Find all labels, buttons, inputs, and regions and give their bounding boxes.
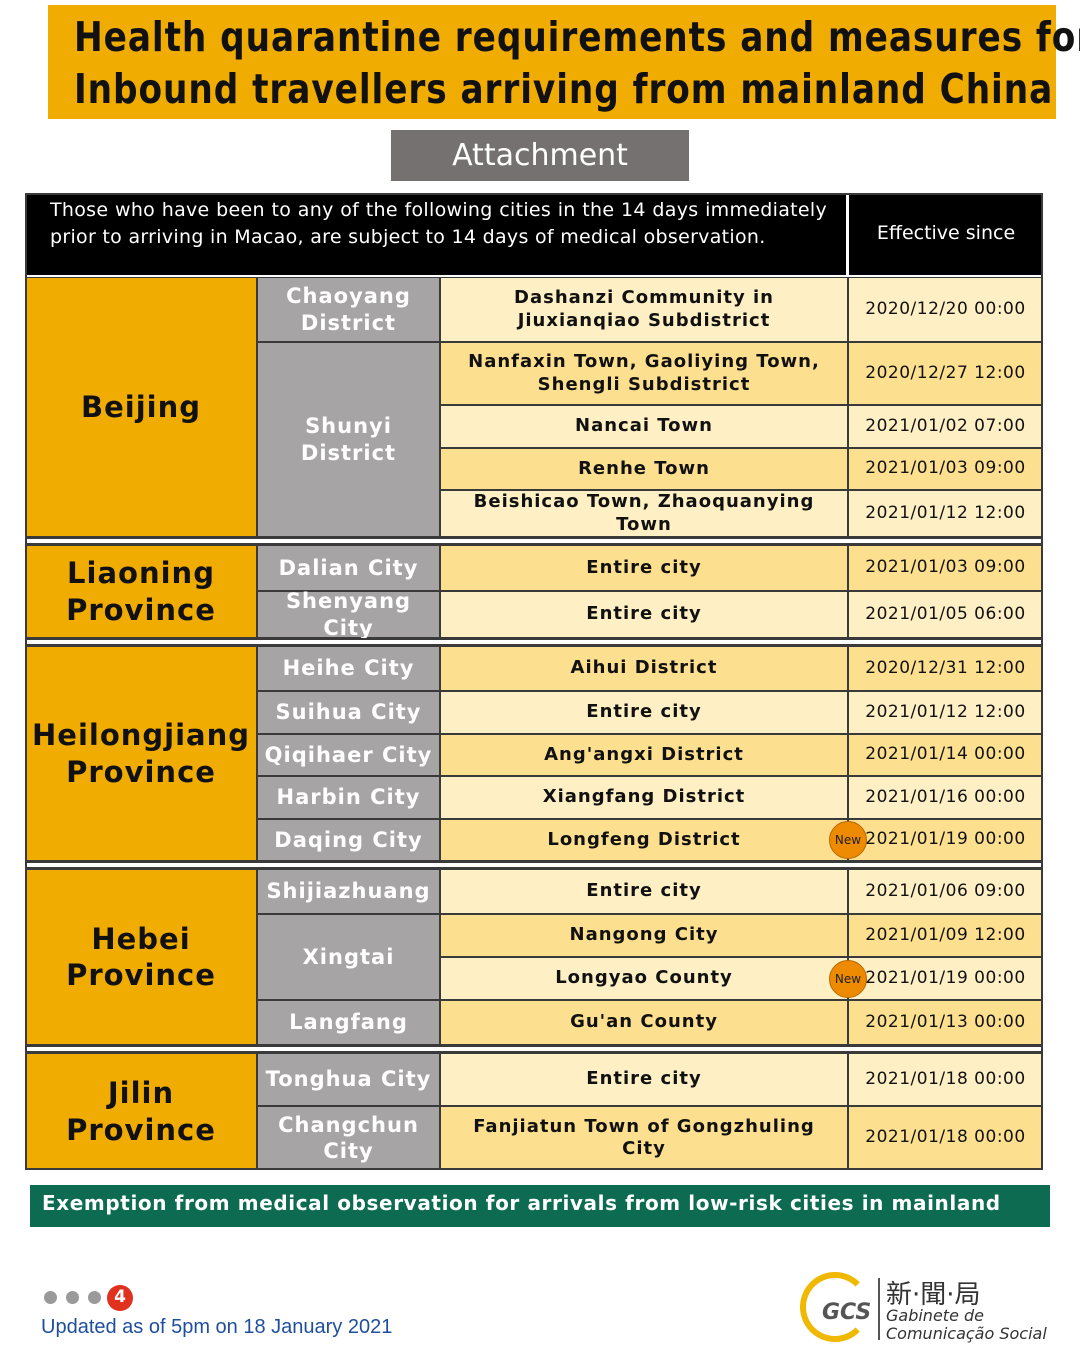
district-cell: Harbin City xyxy=(257,776,440,819)
page-dot xyxy=(44,1291,57,1304)
area-cell: Xiangfang District xyxy=(440,776,848,819)
area-cell: Beishicao Town, Zhaoquanying Town xyxy=(440,490,848,537)
area-cell: Entire city xyxy=(440,591,848,638)
since-cell: 2021/01/06 09:00 xyxy=(848,869,1043,914)
district-cell: Qiqihaer City xyxy=(257,734,440,776)
province-cell: Liaoning Province xyxy=(25,545,257,638)
district-cell: Heihe City xyxy=(257,646,440,691)
area-cell: Dashanzi Community in Jiuxianqiao Subdis… xyxy=(440,277,848,342)
area-cell: Renhe Town xyxy=(440,448,848,490)
district-cell: Shijiazhuang xyxy=(257,869,440,914)
logo-chinese: 新·聞·局 xyxy=(886,1280,981,1310)
area-cell: Nanfaxin Town, Gaoliying Town, Shengli S… xyxy=(440,342,848,405)
logo-mark: GCS xyxy=(822,1300,872,1325)
table-header-bg xyxy=(25,193,1043,275)
page-number: 4 xyxy=(107,1285,133,1311)
province-cell: Jilin Province xyxy=(25,1053,257,1170)
group-gap xyxy=(25,861,1043,869)
since-cell: 2021/01/16 00:00 xyxy=(848,776,1043,819)
district-cell: Tonghua City xyxy=(257,1053,440,1106)
title-banner: Health quarantine requirements and measu… xyxy=(48,5,1080,119)
area-cell: Longfeng District xyxy=(440,819,848,861)
area-cell: Entire city xyxy=(440,1053,848,1106)
district-cell: Shenyang City xyxy=(257,589,440,640)
exemption-banner: Exemption from medical observation for a… xyxy=(30,1185,1050,1251)
area-cell: Longyao County xyxy=(440,957,848,1000)
area-cell: Entire city xyxy=(440,691,848,734)
since-cell: 2021/01/19 00:00 xyxy=(848,819,1043,861)
district-cell: Xingtai xyxy=(257,914,440,1000)
since-cell: 2020/12/20 00:00 xyxy=(848,277,1043,342)
since-cell: 2021/01/19 00:00 xyxy=(848,957,1043,1000)
logo-divider xyxy=(878,1278,880,1340)
area-cell: Entire city xyxy=(440,545,848,591)
since-cell: 2021/01/12 12:00 xyxy=(848,691,1043,734)
since-cell: 2021/01/18 00:00 xyxy=(848,1053,1043,1106)
area-cell: Gu'an County xyxy=(440,1000,848,1045)
province-cell: Heilongjiang Province xyxy=(25,646,257,861)
group-gap xyxy=(25,537,1043,545)
district-cell: Changchun City xyxy=(257,1106,440,1170)
area-cell: Aihui District xyxy=(440,646,848,691)
area-cell: Nangong City xyxy=(440,914,848,957)
group-gap xyxy=(25,638,1043,646)
district-cell: Shunyi District xyxy=(257,342,440,537)
description: Those who have been to any of the follow… xyxy=(50,199,827,248)
logo-line1: Gabinete de xyxy=(886,1306,984,1325)
title-line: Inbound travellers arriving from mainlan… xyxy=(74,65,1054,113)
since-cell: 2020/12/27 12:00 xyxy=(848,342,1043,405)
updated-note: Updated as of 5pm on 18 January 2021 xyxy=(41,1316,393,1338)
area-cell: Nancai Town xyxy=(440,405,848,448)
since-header: Effective since xyxy=(876,222,1016,245)
new-badge: New xyxy=(829,821,867,859)
page-dot xyxy=(88,1291,101,1304)
district-cell: Daqing City xyxy=(257,819,440,861)
since-cell: 2021/01/03 09:00 xyxy=(848,448,1043,490)
since-cell: 2021/01/05 06:00 xyxy=(848,591,1043,638)
area-cell: Entire city xyxy=(440,869,848,914)
table-border xyxy=(25,193,1043,1170)
since-cell: 2020/12/31 12:00 xyxy=(848,646,1043,691)
since-cell: 2021/01/02 07:00 xyxy=(848,405,1043,448)
page-dot xyxy=(66,1291,79,1304)
since-cell: 2021/01/09 12:00 xyxy=(848,914,1043,957)
since-cell: 2021/01/18 00:00 xyxy=(848,1106,1043,1170)
since-cell: 2021/01/12 12:00 xyxy=(848,490,1043,537)
district-cell: Suihua City xyxy=(257,691,440,734)
district-cell: Dalian City xyxy=(257,545,440,591)
group-gap xyxy=(25,1045,1043,1053)
area-cell: Ang'angxi District xyxy=(440,734,848,776)
area-cell: Fanjiatun Town of Gongzhuling City xyxy=(440,1106,848,1170)
province-cell: Hebei Province xyxy=(25,869,257,1045)
new-badge: New xyxy=(829,959,867,998)
header-divider xyxy=(846,193,849,275)
since-cell: 2021/01/03 09:00 xyxy=(848,545,1043,591)
attachment-label: Attachment xyxy=(391,130,689,181)
district-cell: Langfang xyxy=(257,1000,440,1045)
district-cell: Chaoyang District xyxy=(257,277,440,342)
title-line: Health quarantine requirements and measu… xyxy=(74,13,1080,61)
since-cell: 2021/01/14 00:00 xyxy=(848,734,1043,776)
logo-ring xyxy=(800,1272,870,1342)
logo-line2: Comunicação Social xyxy=(886,1324,1047,1343)
province-cell: Beijing xyxy=(25,277,257,537)
